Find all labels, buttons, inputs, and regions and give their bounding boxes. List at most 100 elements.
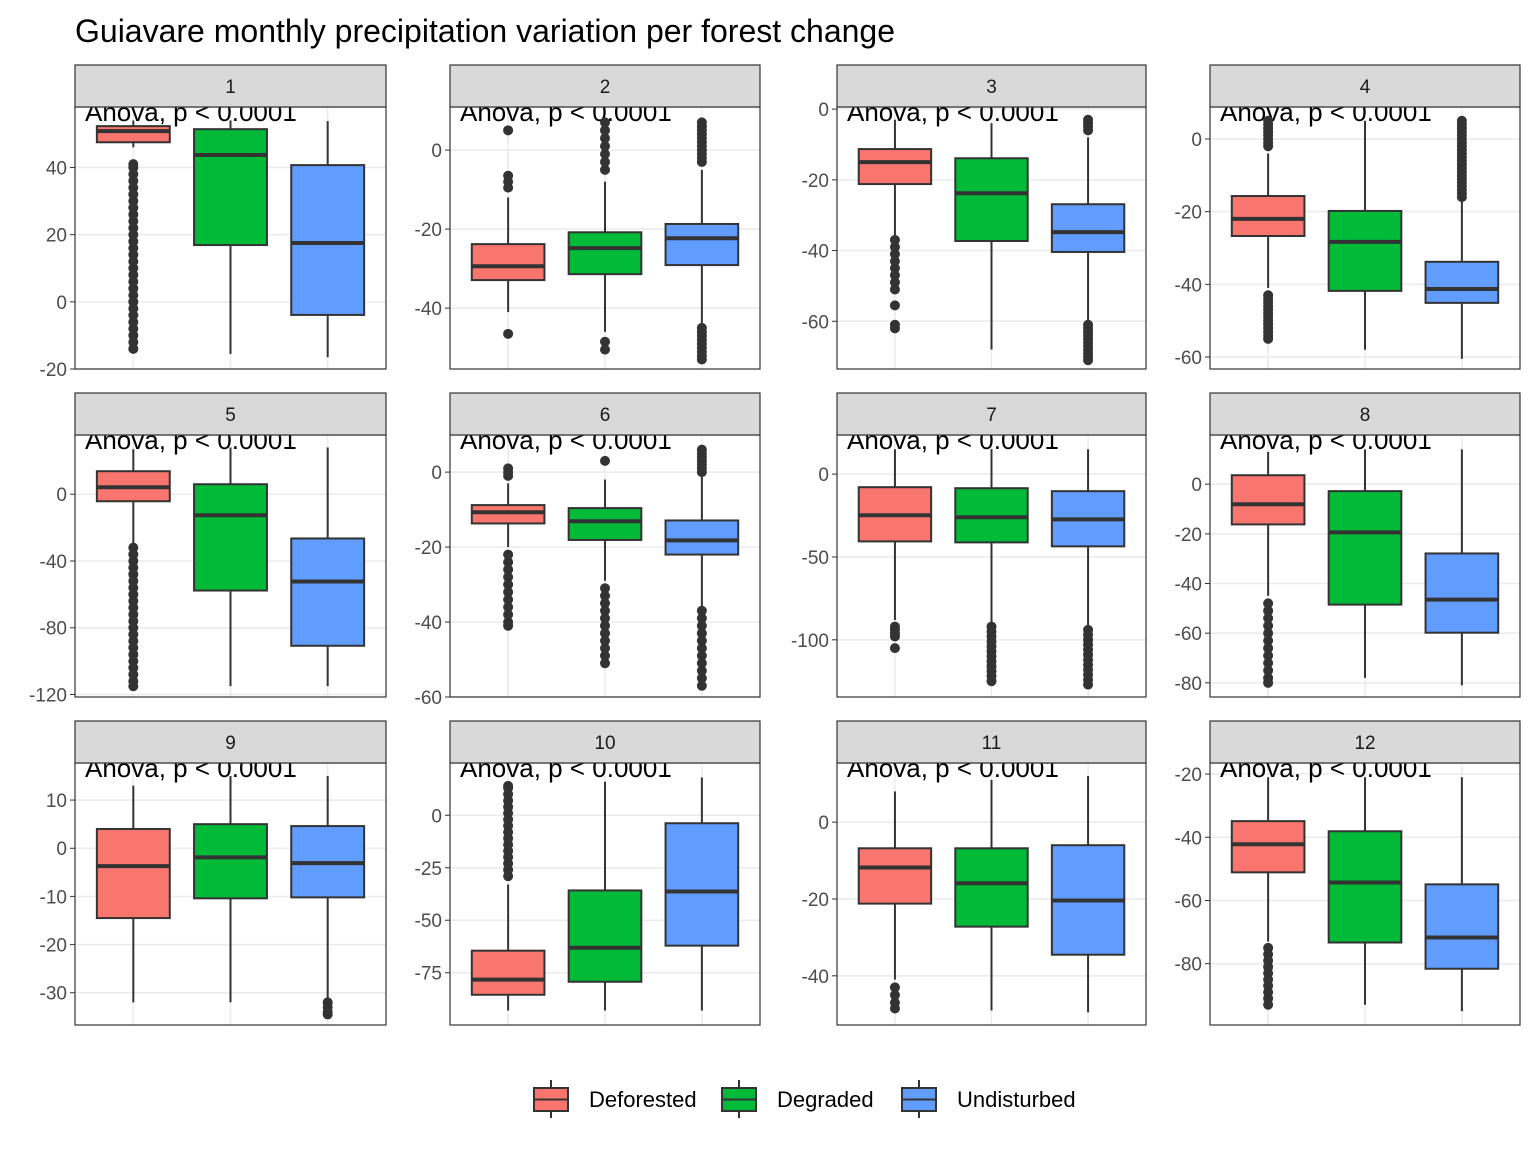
outlier (1263, 628, 1274, 639)
outlier (503, 572, 514, 583)
outlier (1263, 643, 1274, 654)
box (1424, 260, 1500, 304)
y-tick-label: -80 (40, 619, 67, 640)
box (664, 519, 740, 556)
y-tick-label: -20 (1175, 765, 1202, 786)
outlier (1263, 141, 1274, 152)
box (1424, 552, 1500, 634)
box (567, 231, 643, 276)
outlier (600, 590, 610, 601)
strip (74, 392, 387, 436)
box (470, 504, 546, 525)
outlier (696, 658, 707, 669)
y-tick-label: -25 (415, 859, 442, 880)
outlier (986, 676, 997, 687)
outlier (600, 336, 610, 347)
outlier (889, 249, 900, 260)
outlier (696, 650, 707, 661)
box (290, 537, 366, 647)
box (193, 823, 268, 900)
strip (836, 720, 1147, 764)
outlier (600, 628, 610, 639)
outlier (696, 643, 707, 654)
outlier (889, 990, 900, 1001)
outlier (600, 455, 610, 466)
outlier (696, 635, 707, 646)
outlier (889, 263, 900, 274)
box (954, 847, 1029, 928)
y-tick-label: 0 (56, 839, 67, 860)
outlier (503, 620, 514, 631)
outlier (889, 1003, 900, 1014)
outlier (1263, 598, 1274, 609)
outlier (600, 149, 610, 160)
outlier (503, 587, 514, 598)
outlier (503, 564, 514, 575)
outlier (1263, 635, 1274, 646)
outlier (1263, 613, 1274, 624)
y-tick-label: -40 (415, 613, 442, 634)
outlier (696, 354, 707, 365)
y-tick-label: -100 (791, 631, 829, 652)
box (290, 164, 366, 316)
outlier (889, 300, 900, 311)
outlier (503, 602, 514, 613)
legend-label: Undisturbed (957, 1087, 1076, 1112)
strip-label: 10 (594, 733, 615, 754)
outlier (600, 125, 610, 136)
outlier (600, 658, 610, 669)
box (470, 243, 546, 282)
box (664, 822, 740, 947)
y-tick-label: 0 (431, 463, 442, 484)
outlier (696, 444, 707, 455)
outlier (600, 613, 610, 624)
outlier (600, 117, 610, 128)
y-tick-label: 0 (818, 813, 829, 834)
outlier (600, 598, 610, 609)
y-tick-label: -50 (415, 911, 442, 932)
box (857, 148, 933, 186)
box (1230, 474, 1306, 526)
outlier (889, 256, 900, 267)
strip (1209, 392, 1521, 436)
outlier (1263, 657, 1274, 668)
outlier (503, 182, 514, 193)
strip (449, 720, 761, 764)
box (664, 222, 740, 267)
outlier (1263, 677, 1274, 688)
outlier (889, 284, 900, 295)
outlier (889, 242, 900, 253)
box (95, 827, 171, 920)
y-tick-label: -30 (40, 984, 67, 1005)
box (954, 157, 1029, 243)
y-tick-label: -20 (1175, 525, 1202, 546)
box (1230, 820, 1306, 874)
y-tick-label: 20 (46, 226, 67, 247)
strip (1209, 720, 1521, 764)
outlier (1263, 999, 1274, 1010)
strip (74, 720, 387, 764)
strip-label: 9 (225, 733, 236, 754)
outlier (128, 681, 139, 692)
y-tick-label: -120 (29, 685, 67, 706)
y-tick-label: -75 (415, 964, 442, 985)
strip-label: 2 (600, 77, 611, 98)
box (470, 949, 546, 996)
outlier (503, 328, 514, 339)
y-tick-label: -40 (802, 967, 829, 988)
outlier (503, 780, 514, 791)
outlier (503, 125, 514, 136)
outlier (1263, 605, 1274, 616)
y-tick-label: -20 (40, 360, 67, 381)
y-tick-label: 0 (1191, 475, 1202, 496)
outlier (600, 141, 610, 152)
outlier (696, 673, 707, 684)
y-tick-label: -10 (40, 887, 67, 908)
y-tick-label: 40 (46, 158, 67, 179)
y-tick-label: -20 (40, 936, 67, 957)
strip-label: 4 (1360, 77, 1371, 98)
outlier (600, 133, 610, 144)
y-tick-label: -60 (1175, 891, 1202, 912)
strip-label: 7 (986, 405, 997, 426)
